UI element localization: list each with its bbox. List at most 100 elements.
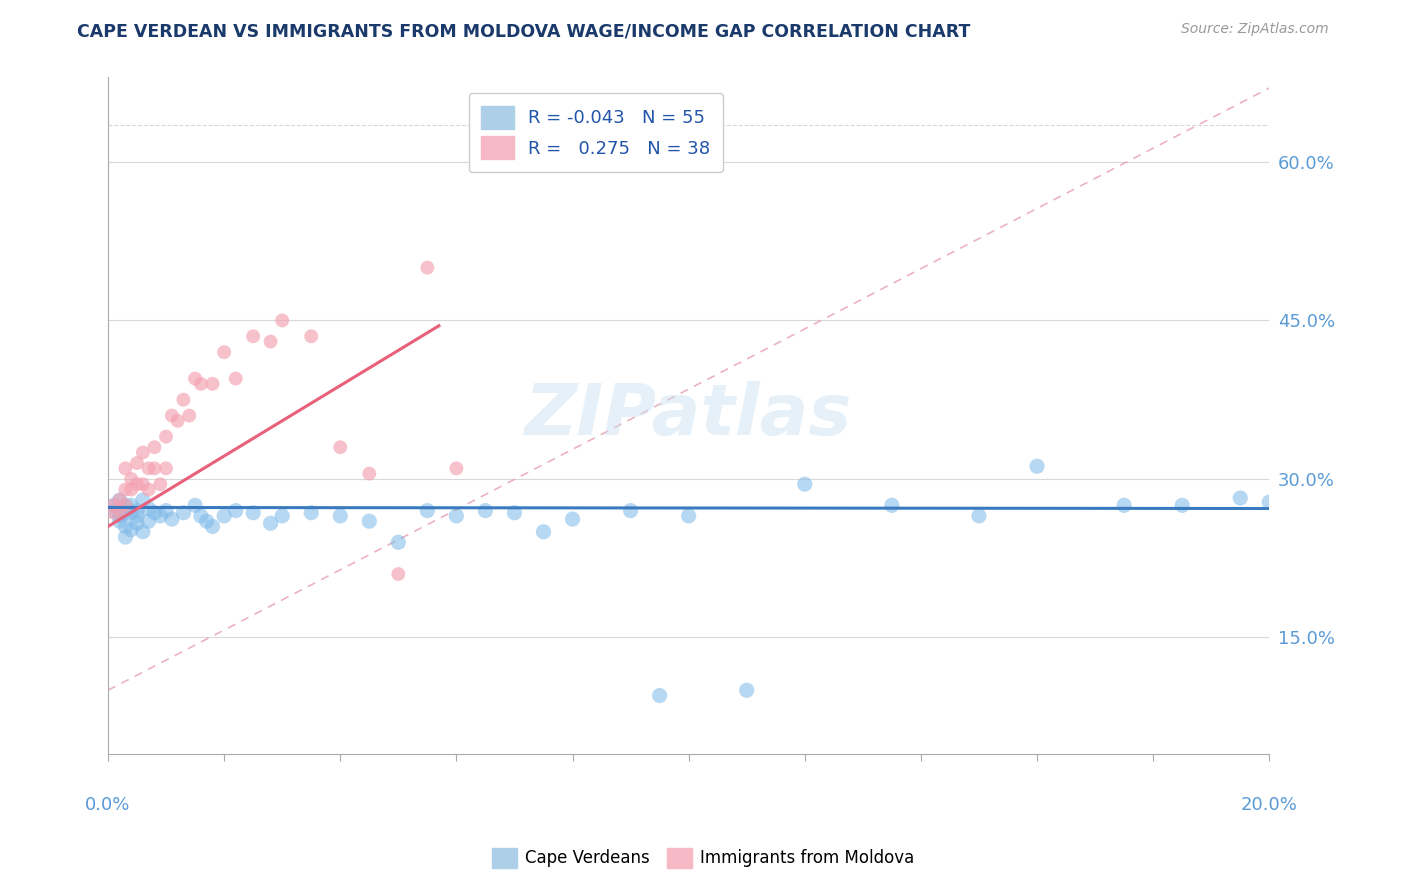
Point — [271, 313, 294, 327]
Text: CAPE VERDEAN VS IMMIGRANTS FROM MOLDOVA WAGE/INCOME GAP CORRELATION CHART: CAPE VERDEAN VS IMMIGRANTS FROM MOLDOVA … — [77, 22, 970, 40]
Point — [114, 499, 136, 513]
Point — [259, 334, 281, 349]
Point — [1229, 491, 1251, 505]
Text: Source: ZipAtlas.com: Source: ZipAtlas.com — [1181, 22, 1329, 37]
Point — [120, 472, 142, 486]
Point — [103, 499, 125, 513]
Point — [503, 506, 526, 520]
Point — [125, 508, 148, 523]
Point — [793, 477, 815, 491]
Point — [120, 506, 142, 520]
Point — [242, 329, 264, 343]
Point — [212, 508, 235, 523]
Point — [1258, 495, 1281, 509]
Point — [114, 461, 136, 475]
Point — [143, 506, 166, 520]
Point — [114, 530, 136, 544]
Point — [120, 499, 142, 513]
Point — [416, 260, 439, 275]
Point — [190, 376, 212, 391]
Point — [416, 503, 439, 517]
Point — [201, 376, 224, 391]
Point — [132, 445, 155, 459]
Point — [138, 514, 160, 528]
Point — [125, 516, 148, 531]
Point — [125, 477, 148, 491]
Point — [143, 461, 166, 475]
Point — [149, 508, 172, 523]
Point — [259, 516, 281, 531]
Point — [359, 467, 381, 481]
Point — [108, 493, 131, 508]
Text: ZIPatlas: ZIPatlas — [524, 381, 852, 450]
Point — [172, 392, 194, 407]
Point — [155, 503, 177, 517]
Point — [108, 493, 131, 508]
Point — [678, 508, 700, 523]
Point — [561, 512, 583, 526]
Point — [160, 512, 183, 526]
Point — [446, 508, 468, 523]
Point — [387, 567, 409, 582]
Point — [212, 345, 235, 359]
Point — [114, 483, 136, 497]
Legend: R = -0.043   N = 55, R =   0.275   N = 38: R = -0.043 N = 55, R = 0.275 N = 38 — [468, 94, 723, 172]
Point — [172, 506, 194, 520]
Point — [114, 519, 136, 533]
Text: 0.0%: 0.0% — [86, 796, 131, 814]
Point — [114, 499, 136, 513]
Point — [138, 461, 160, 475]
Point — [103, 506, 125, 520]
Point — [108, 514, 131, 528]
Point — [155, 430, 177, 444]
Point — [108, 503, 131, 517]
Point — [190, 508, 212, 523]
Point — [1171, 499, 1194, 513]
Point — [329, 440, 352, 454]
Point — [138, 483, 160, 497]
Point — [880, 499, 903, 513]
Point — [184, 371, 207, 385]
Point — [299, 329, 322, 343]
Point — [474, 503, 496, 517]
Point — [149, 477, 172, 491]
Text: 20.0%: 20.0% — [1241, 796, 1298, 814]
Legend: Cape Verdeans, Immigrants from Moldova: Cape Verdeans, Immigrants from Moldova — [485, 841, 921, 875]
Point — [132, 524, 155, 539]
Point — [299, 506, 322, 520]
Point — [387, 535, 409, 549]
Point — [125, 456, 148, 470]
Point — [138, 501, 160, 516]
Point — [103, 499, 125, 513]
Point — [108, 508, 131, 523]
Point — [103, 503, 125, 517]
Point — [271, 508, 294, 523]
Point — [166, 414, 188, 428]
Point — [132, 493, 155, 508]
Point — [1026, 459, 1049, 474]
Point — [184, 499, 207, 513]
Point — [329, 508, 352, 523]
Point — [120, 523, 142, 537]
Point — [533, 524, 555, 539]
Point — [619, 503, 641, 517]
Point — [160, 409, 183, 423]
Point — [225, 371, 247, 385]
Point — [155, 461, 177, 475]
Point — [179, 409, 201, 423]
Point — [242, 506, 264, 520]
Point — [195, 514, 218, 528]
Point — [120, 483, 142, 497]
Point — [225, 503, 247, 517]
Point — [132, 477, 155, 491]
Point — [143, 440, 166, 454]
Point — [735, 683, 758, 698]
Point — [114, 506, 136, 520]
Point — [201, 519, 224, 533]
Point — [125, 503, 148, 517]
Point — [359, 514, 381, 528]
Point — [648, 689, 671, 703]
Point — [967, 508, 990, 523]
Point — [1114, 499, 1136, 513]
Point — [446, 461, 468, 475]
